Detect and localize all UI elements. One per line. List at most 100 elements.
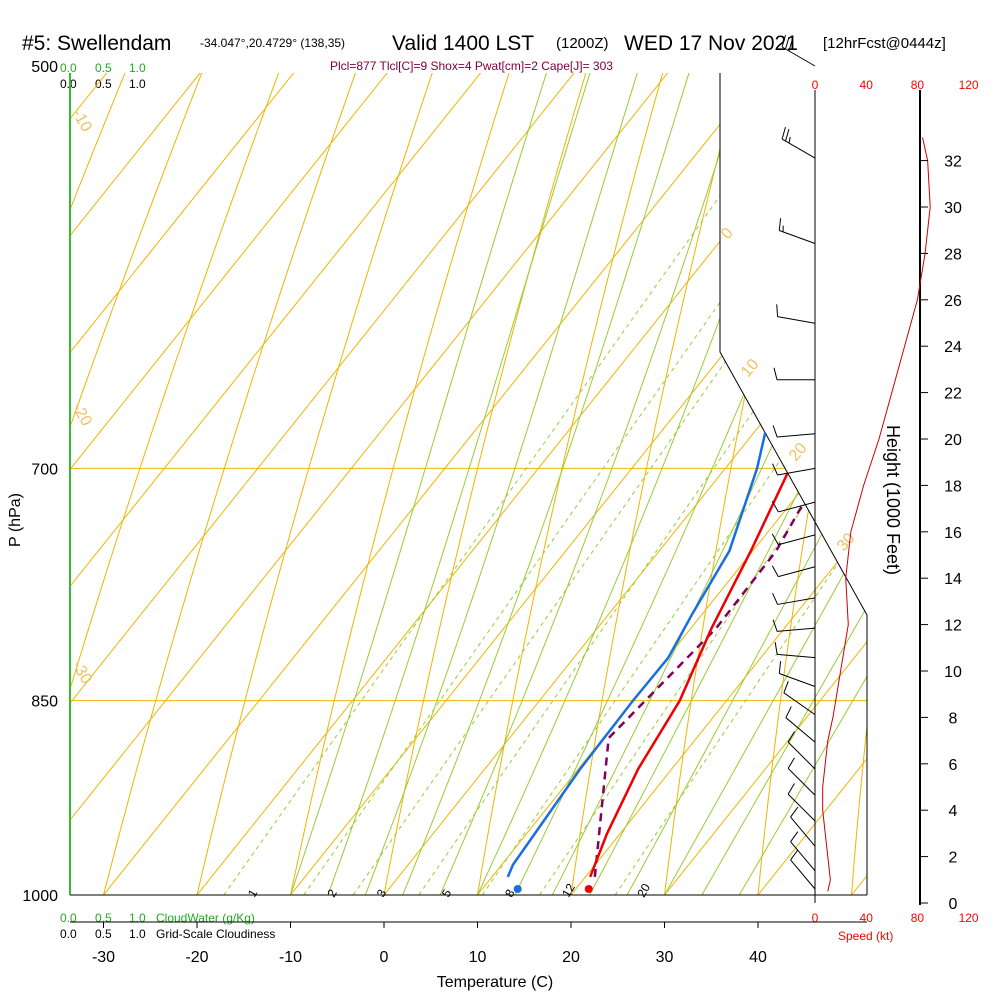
dry-adiabat-line	[70, 73, 476, 895]
cl-top-1: 0.5	[95, 77, 112, 91]
wind-barb-shaft	[787, 741, 816, 770]
wind-barb-full	[772, 619, 778, 632]
temperature-line	[588, 73, 867, 878]
wind-barb-shaft	[790, 859, 816, 890]
valid-time: Valid 1400 LST	[392, 32, 534, 55]
cw-bot-0: 0.0	[60, 911, 77, 925]
height-tick-label: 20	[944, 432, 962, 449]
wind-barb-full	[781, 127, 786, 140]
cl-bot-0: 0.0	[60, 927, 77, 941]
x-axis-label: Temperature (C)	[437, 974, 553, 991]
isotherm-line	[70, 73, 867, 895]
wind-barb	[771, 565, 816, 578]
isotherm-line	[70, 73, 867, 895]
temp-tick-label: -20	[185, 949, 208, 966]
wind-barb-shaft	[777, 653, 816, 659]
wind-barb-half	[788, 136, 791, 144]
speed-tick-top: 0	[812, 78, 819, 92]
isotherm-label-right: 30	[834, 530, 859, 555]
mixing-ratio-label: 20	[634, 881, 653, 900]
wind-barb-full	[785, 36, 790, 50]
wind-barb-full	[771, 565, 779, 577]
wind-barb-shaft	[778, 534, 816, 546]
isotherm-line	[70, 73, 867, 895]
height-tick-label: 10	[944, 664, 962, 681]
wind-barb-shaft	[777, 433, 816, 438]
temp-tick-label: 40	[749, 949, 767, 966]
wind-barb	[790, 831, 816, 872]
wind-barbs	[771, 34, 816, 890]
cw-top-0: 0.0	[60, 61, 77, 75]
mixing-ratio-line	[418, 73, 867, 895]
mixing-ratio-line	[481, 73, 867, 895]
wind-barb-shaft	[779, 673, 816, 687]
moist-adiabat-line	[364, 73, 867, 895]
dry-adiabat-line	[290, 73, 794, 895]
wind-barb-full	[781, 34, 786, 48]
wind-barb	[787, 757, 816, 796]
isotherm-line	[70, 73, 496, 895]
station-title: #5: Swellendam	[22, 32, 171, 55]
speed-tick-top: 40	[860, 78, 874, 92]
wind-barb	[771, 533, 816, 546]
temp-tick-label: 30	[656, 949, 674, 966]
wind-barb	[781, 34, 816, 67]
cw-top-1: 0.5	[95, 61, 112, 75]
wind-barb-shaft	[778, 566, 816, 578]
dry-adiabat-line	[70, 73, 603, 895]
wind-barb-shaft	[777, 467, 816, 476]
height-tick-label: 26	[944, 293, 962, 310]
wind-barb-full	[778, 661, 782, 674]
pressure-tick-label: 850	[31, 694, 58, 711]
dry-adiabat-line	[477, 73, 867, 895]
isotherm-label-right: 10	[738, 356, 763, 381]
cw-top-2: 1.0	[129, 61, 146, 75]
dry-adiabat-line	[570, 73, 867, 895]
wind-barb-full	[787, 757, 795, 769]
isotherm-line	[103, 73, 867, 895]
speed-tick-top: 120	[959, 78, 979, 92]
right-frame-line	[719, 73, 868, 895]
height-tick-label: 28	[944, 246, 962, 263]
wind-barb	[783, 681, 816, 716]
wind-barb-full	[790, 806, 799, 818]
isotherm-line	[477, 73, 867, 895]
temp-tick-label: 20	[562, 949, 580, 966]
isotherm-line	[70, 73, 867, 895]
wind-barb	[773, 367, 815, 381]
forecast-label: [12hrFcst@0444z]	[823, 35, 946, 52]
moist-adiabat-line	[701, 73, 867, 895]
wind-barb	[787, 731, 816, 770]
bottom-cloudiness-scale: 0.0 0.5 1.0 Grid-Scale Cloudiness	[60, 927, 275, 941]
isotherm-label-right: 20	[786, 440, 811, 465]
plot-frame	[69, 73, 868, 923]
wind-barb-full	[790, 849, 799, 861]
isotherm-label-right: 0	[718, 225, 737, 243]
top-cloudwater-scale: 0.0 0.5 1.0	[60, 61, 146, 75]
wind-barb	[772, 463, 816, 476]
zulu-time: (1200Z)	[556, 35, 609, 52]
wind-barb-full	[772, 425, 778, 438]
height-tick-label: 14	[944, 571, 962, 588]
speed-axis-label: Speed (kt)	[838, 929, 893, 943]
moist-adiabat-line	[664, 73, 867, 895]
cloudwater-label: CloudWater (g/Kg)	[156, 911, 255, 925]
height-tick-label: 16	[944, 525, 962, 542]
height-tick-label: 12	[944, 618, 962, 635]
speed-tick-bottom: 40	[860, 911, 874, 925]
moist-adiabat-line	[626, 73, 867, 895]
isotherm-line	[70, 73, 776, 895]
parcel-line	[593, 179, 867, 878]
isotherm-line	[570, 73, 867, 895]
cl-bot-2: 1.0	[129, 927, 146, 941]
wind-barb-shaft	[779, 230, 816, 244]
wind-barb-full	[787, 783, 795, 795]
moist-adiabat-line	[589, 73, 867, 895]
mixing-ratio-line	[539, 73, 867, 895]
wind-barb	[772, 425, 816, 438]
wind-barb-shaft	[787, 793, 816, 822]
isotherm-label-left: -20	[69, 401, 95, 430]
wind-barb	[781, 127, 816, 159]
